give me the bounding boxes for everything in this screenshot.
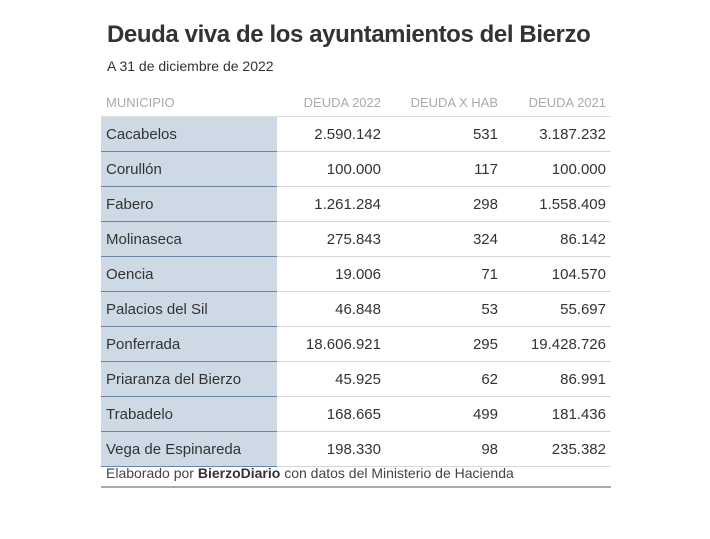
cell-deuda-2021: 86.991 (503, 361, 611, 397)
debt-table: MUNICIPIO DEUDA 2022 DEUDA X HAB DEUDA 2… (101, 94, 611, 467)
cell-municipio: Vega de Espinareda (101, 431, 277, 467)
cell-deuda-2021: 55.697 (503, 291, 611, 327)
cell-deuda-2022: 168.665 (277, 396, 386, 432)
cell-deuda-x-hab: 117 (386, 151, 503, 187)
cell-deuda-2021: 19.428.726 (503, 326, 611, 362)
cell-municipio: Priaranza del Bierzo (101, 361, 277, 397)
cell-deuda-x-hab: 531 (386, 116, 503, 152)
cell-deuda-2022: 19.006 (277, 256, 386, 292)
cell-deuda-2022: 2.590.142 (277, 116, 386, 152)
table-header-row: MUNICIPIO DEUDA 2022 DEUDA X HAB DEUDA 2… (101, 94, 611, 117)
table-row: Vega de Espinareda 198.330 98 235.382 (101, 431, 611, 467)
source-prefix: Elaborado por (106, 465, 194, 481)
cell-municipio: Corullón (101, 151, 277, 187)
column-header-deuda-2021: DEUDA 2021 (503, 94, 611, 117)
table-row: Palacios del Sil 46.848 53 55.697 (101, 291, 611, 327)
cell-deuda-2022: 18.606.921 (277, 326, 386, 362)
table-body: Cacabelos 2.590.142 531 3.187.232 Corullón 10… (101, 116, 611, 467)
source-note: Elaborado por BierzoDiario con datos del… (101, 462, 611, 488)
cell-deuda-2021: 86.142 (503, 221, 611, 257)
cell-deuda-x-hab: 62 (386, 361, 503, 397)
column-header-municipio: MUNICIPIO (101, 94, 277, 117)
cell-municipio: Trabadelo (101, 396, 277, 432)
cell-deuda-x-hab: 324 (386, 221, 503, 257)
cell-deuda-x-hab: 53 (386, 291, 503, 327)
cell-deuda-2022: 46.848 (277, 291, 386, 327)
table-row: Cacabelos 2.590.142 531 3.187.232 (101, 116, 611, 152)
cell-deuda-2022: 1.261.284 (277, 186, 386, 222)
table-row: Oencia 19.006 71 104.570 (101, 256, 611, 292)
cell-deuda-x-hab: 98 (386, 431, 503, 467)
cell-deuda-2022: 45.925 (277, 361, 386, 397)
cell-deuda-2021: 104.570 (503, 256, 611, 292)
cell-municipio: Ponferrada (101, 326, 277, 362)
cell-deuda-2021: 100.000 (503, 151, 611, 187)
table-row: Priaranza del Bierzo 45.925 62 86.991 (101, 361, 611, 397)
cell-deuda-2021: 3.187.232 (503, 116, 611, 152)
cell-deuda-2022: 100.000 (277, 151, 386, 187)
cell-deuda-2021: 181.436 (503, 396, 611, 432)
cell-deuda-x-hab: 295 (386, 326, 503, 362)
cell-deuda-2022: 275.843 (277, 221, 386, 257)
chart-subtitle: A 31 de diciembre de 2022 (107, 58, 274, 74)
cell-deuda-x-hab: 71 (386, 256, 503, 292)
table-row: Trabadelo 168.665 499 181.436 (101, 396, 611, 432)
source-suffix: con datos del Ministerio de Hacienda (284, 465, 514, 481)
cell-municipio: Palacios del Sil (101, 291, 277, 327)
cell-deuda-2021: 235.382 (503, 431, 611, 467)
column-header-deuda-x-hab: DEUDA X HAB (386, 94, 503, 117)
cell-municipio: Cacabelos (101, 116, 277, 152)
column-header-deuda-2022: DEUDA 2022 (277, 94, 386, 117)
cell-municipio: Oencia (101, 256, 277, 292)
cell-deuda-2022: 198.330 (277, 431, 386, 467)
table-row: Ponferrada 18.606.921 295 19.428.726 (101, 326, 611, 362)
cell-municipio: Molinaseca (101, 221, 277, 257)
chart-title: Deuda viva de los ayuntamientos del Bier… (107, 21, 591, 48)
cell-deuda-x-hab: 298 (386, 186, 503, 222)
source-brand: BierzoDiario (197, 465, 281, 481)
cell-deuda-x-hab: 499 (386, 396, 503, 432)
table-row: Corullón 100.000 117 100.000 (101, 151, 611, 187)
table-row: Fabero 1.261.284 298 1.558.409 (101, 186, 611, 222)
cell-municipio: Fabero (101, 186, 277, 222)
table-row: Molinaseca 275.843 324 86.142 (101, 221, 611, 257)
cell-deuda-2021: 1.558.409 (503, 186, 611, 222)
